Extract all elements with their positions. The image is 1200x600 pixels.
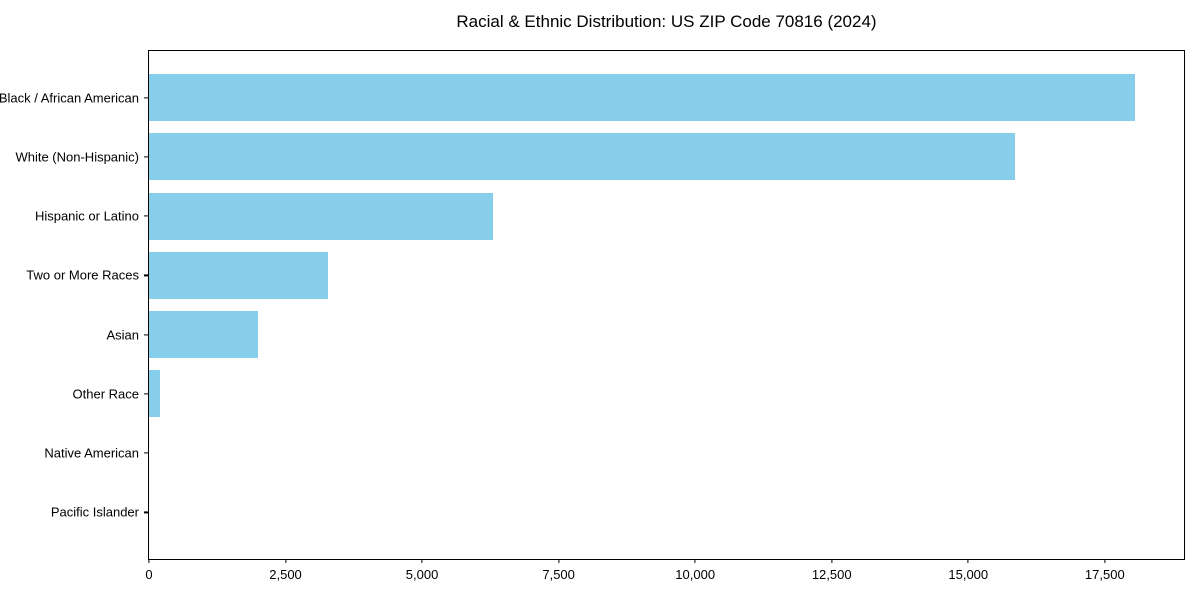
bar-row: Two or More Races: [26, 246, 1184, 305]
x-tick-mark: [558, 559, 560, 563]
y-tick-mark: [143, 215, 148, 217]
x-tick-mark: [831, 559, 833, 563]
bar-rows-container: Black / African American White (Non-Hispa…: [0, 51, 1184, 559]
x-tick-mark: [421, 559, 423, 563]
y-label-white-non-hispanic: White (Non-Hispanic): [15, 149, 139, 165]
y-label-other-race: Other Race: [72, 386, 139, 402]
y-tick-mark: [143, 452, 148, 454]
bar-other-race: [149, 370, 161, 418]
chart-title: Racial & Ethnic Distribution: US ZIP Cod…: [456, 12, 877, 31]
x-tick-mark: [148, 559, 150, 563]
y-label-asian: Asian: [106, 327, 139, 343]
y-label-two-or-more-races: Two or More Races: [26, 267, 139, 283]
x-tick-label: 0: [145, 567, 153, 582]
x-tick-label: 2,500: [269, 567, 302, 582]
bar-white-non-hispanic: [149, 133, 1015, 181]
bar-row: Native American: [44, 424, 1184, 483]
y-label-hispanic-or-latino: Hispanic or Latino: [34, 208, 139, 224]
bar-row: Other Race: [73, 364, 1184, 423]
bar-row: White (Non-Hispanic): [15, 127, 1184, 186]
y-label-pacific-islander: Pacific Islander: [50, 504, 139, 520]
x-tick-label: 5,000: [405, 567, 439, 582]
y-label-black-african-american: Black / African American: [0, 90, 139, 106]
y-tick-mark: [143, 511, 148, 513]
y-tick-mark: [143, 274, 148, 276]
y-tick-mark: [143, 97, 148, 99]
x-tick-mark: [694, 559, 696, 563]
bar-row: Black / African American: [0, 68, 1184, 127]
bar-row: Asian: [106, 305, 1184, 364]
y-label-native-american: Native American: [44, 445, 139, 461]
x-tick-label: 15,000: [948, 567, 989, 582]
y-tick-mark: [143, 334, 148, 336]
bar-asian: [149, 311, 259, 359]
bar-two-or-more-races: [149, 251, 329, 299]
bar-black-african-american: [149, 74, 1135, 122]
x-tick-mark: [1104, 559, 1106, 563]
x-tick-mark: [967, 559, 969, 563]
y-tick-mark: [143, 393, 148, 395]
bar-row: Hispanic or Latino: [35, 187, 1184, 246]
x-tick-label: 12,500: [811, 567, 852, 582]
bar-hispanic-or-latino: [149, 192, 494, 240]
y-tick-mark: [143, 156, 148, 158]
x-tick-label: 10,000: [675, 567, 716, 582]
x-tick-label: 7,500: [542, 567, 575, 582]
x-tick-mark: [284, 559, 287, 563]
plot-area: Black / African American White (Non-Hispa…: [0, 50, 1185, 582]
bar-row: Pacific Islander: [51, 483, 1184, 542]
x-tick-label: 17,500: [1084, 567, 1125, 582]
